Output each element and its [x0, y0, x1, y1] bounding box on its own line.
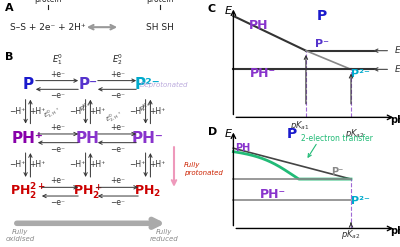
Text: $pK_{a2}$: $pK_{a2}$ — [341, 228, 361, 241]
Text: $\mathbf{PH_2^{2+}}$: $\mathbf{PH_2^{2+}}$ — [10, 182, 46, 202]
Text: −H⁺: −H⁺ — [129, 161, 145, 169]
Text: $E_2^0$: $E_2^0$ — [112, 52, 124, 67]
Text: −e⁻: −e⁻ — [50, 145, 66, 154]
Text: PH: PH — [236, 143, 251, 153]
Text: PH: PH — [249, 19, 269, 32]
Text: $E_2^0$: $E_2^0$ — [394, 62, 400, 77]
Text: +H⁺: +H⁺ — [149, 161, 165, 169]
Text: +e⁻: +e⁻ — [110, 123, 126, 132]
Text: +H⁺: +H⁺ — [29, 107, 45, 116]
Text: −e⁻: −e⁻ — [50, 198, 66, 207]
Text: PH⁻: PH⁻ — [260, 188, 286, 201]
Text: Fully
reduced: Fully reduced — [150, 229, 178, 242]
Text: +e⁻: +e⁻ — [50, 70, 66, 79]
Text: +e⁻: +e⁻ — [50, 123, 66, 132]
Text: P²⁻: P²⁻ — [351, 69, 370, 79]
Text: −e⁻: −e⁻ — [110, 91, 126, 100]
Text: Deprotonated: Deprotonated — [140, 82, 188, 88]
Text: −H⁺: −H⁺ — [9, 107, 25, 116]
Text: $E^0_{2,H^+}$: $E^0_{2,H^+}$ — [104, 107, 124, 124]
Text: SH SH: SH SH — [146, 23, 174, 32]
Text: −H⁺: −H⁺ — [69, 107, 85, 116]
Text: $E^0_{1,H^+}$: $E^0_{1,H^+}$ — [42, 103, 62, 121]
Text: P: P — [316, 9, 327, 23]
Text: PH: PH — [76, 131, 100, 146]
Text: PH⁻: PH⁻ — [250, 67, 276, 80]
Text: protein: protein — [146, 0, 174, 4]
Text: pH: pH — [390, 115, 400, 125]
Text: −H⁺: −H⁺ — [9, 161, 25, 169]
Text: $pK_{a2}$: $pK_{a2}$ — [345, 127, 365, 140]
Text: −e⁻: −e⁻ — [110, 198, 126, 207]
Text: −H⁺: −H⁺ — [69, 161, 85, 169]
Text: pH: pH — [390, 226, 400, 236]
Text: $E_1^0$: $E_1^0$ — [52, 52, 64, 67]
Text: P: P — [22, 78, 34, 92]
Text: $\mathbf{PH_2}$: $\mathbf{PH_2}$ — [134, 184, 162, 199]
Text: Fully
protonated: Fully protonated — [184, 162, 223, 176]
Text: −e⁻: −e⁻ — [110, 145, 126, 154]
Text: +H⁺: +H⁺ — [149, 107, 165, 116]
Text: $pK_{a1}$: $pK_{a1}$ — [78, 98, 96, 113]
Text: P⁻: P⁻ — [331, 167, 344, 177]
Text: PH⁺: PH⁺ — [12, 131, 44, 146]
Text: D: D — [208, 127, 217, 137]
Text: A: A — [5, 3, 14, 13]
Text: +H⁺: +H⁺ — [89, 161, 105, 169]
Text: B: B — [5, 52, 13, 62]
Text: $pK_{a1}$: $pK_{a1}$ — [290, 119, 310, 132]
Text: +H⁺: +H⁺ — [29, 161, 45, 169]
Text: C: C — [208, 4, 216, 14]
Text: +H⁺: +H⁺ — [89, 107, 105, 116]
Text: $pK_{a2}$: $pK_{a2}$ — [138, 98, 156, 113]
Text: protein: protein — [34, 0, 62, 4]
Text: $E$: $E$ — [224, 127, 233, 139]
Text: $\mathbf{PH_2^+}$: $\mathbf{PH_2^+}$ — [73, 182, 103, 201]
Text: P²⁻: P²⁻ — [135, 78, 161, 92]
Text: −H⁺: −H⁺ — [129, 107, 145, 116]
Text: −e⁻: −e⁻ — [50, 91, 66, 100]
Text: S–S + 2e⁻ + 2H⁺: S–S + 2e⁻ + 2H⁺ — [10, 23, 86, 32]
Text: +e⁻: +e⁻ — [110, 176, 126, 185]
Text: +e⁻: +e⁻ — [50, 176, 66, 185]
Text: P⁻: P⁻ — [315, 39, 329, 49]
Text: PH⁻: PH⁻ — [132, 131, 164, 146]
Text: $E$: $E$ — [224, 4, 233, 16]
Text: +e⁻: +e⁻ — [110, 70, 126, 79]
Text: P²⁻: P²⁻ — [351, 196, 370, 206]
Text: $E_1^0$: $E_1^0$ — [394, 43, 400, 58]
Text: P: P — [287, 127, 297, 141]
Text: P⁻: P⁻ — [78, 78, 98, 92]
Text: 2-electron transfer: 2-electron transfer — [301, 134, 373, 143]
Text: Fully
oxidised: Fully oxidised — [5, 229, 35, 242]
